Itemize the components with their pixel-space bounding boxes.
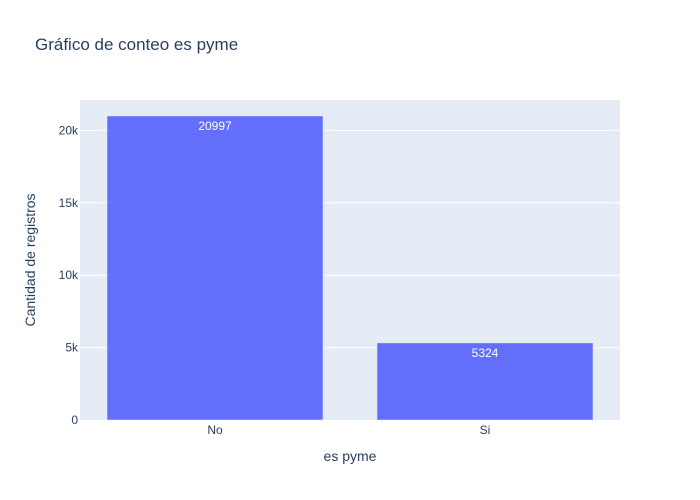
y-tick-label: 20k [59,123,79,137]
x-axis-title: es pyme [324,448,377,464]
bars: 20997 5324 [106,115,594,421]
y-tick-label: 15k [59,196,79,210]
y-tick-label: 0 [71,413,78,427]
bar [376,342,594,421]
y-tick-label: 5k [65,341,79,355]
y-axis-title: Cantidad de registros [22,193,38,326]
chart-title: Gráfico de conteo es pyme [35,35,238,54]
bar [106,115,324,421]
y-tick-label: 10k [59,268,79,282]
x-tick-label: No [207,423,223,437]
x-tick-label: Si [480,423,491,437]
y-axis-ticks: 0 5k 10k 15k 20k [59,123,79,427]
bar-value-label: 20997 [198,119,232,133]
x-axis-ticks: No Si [207,423,490,437]
bar-value-label: 5324 [472,346,499,360]
